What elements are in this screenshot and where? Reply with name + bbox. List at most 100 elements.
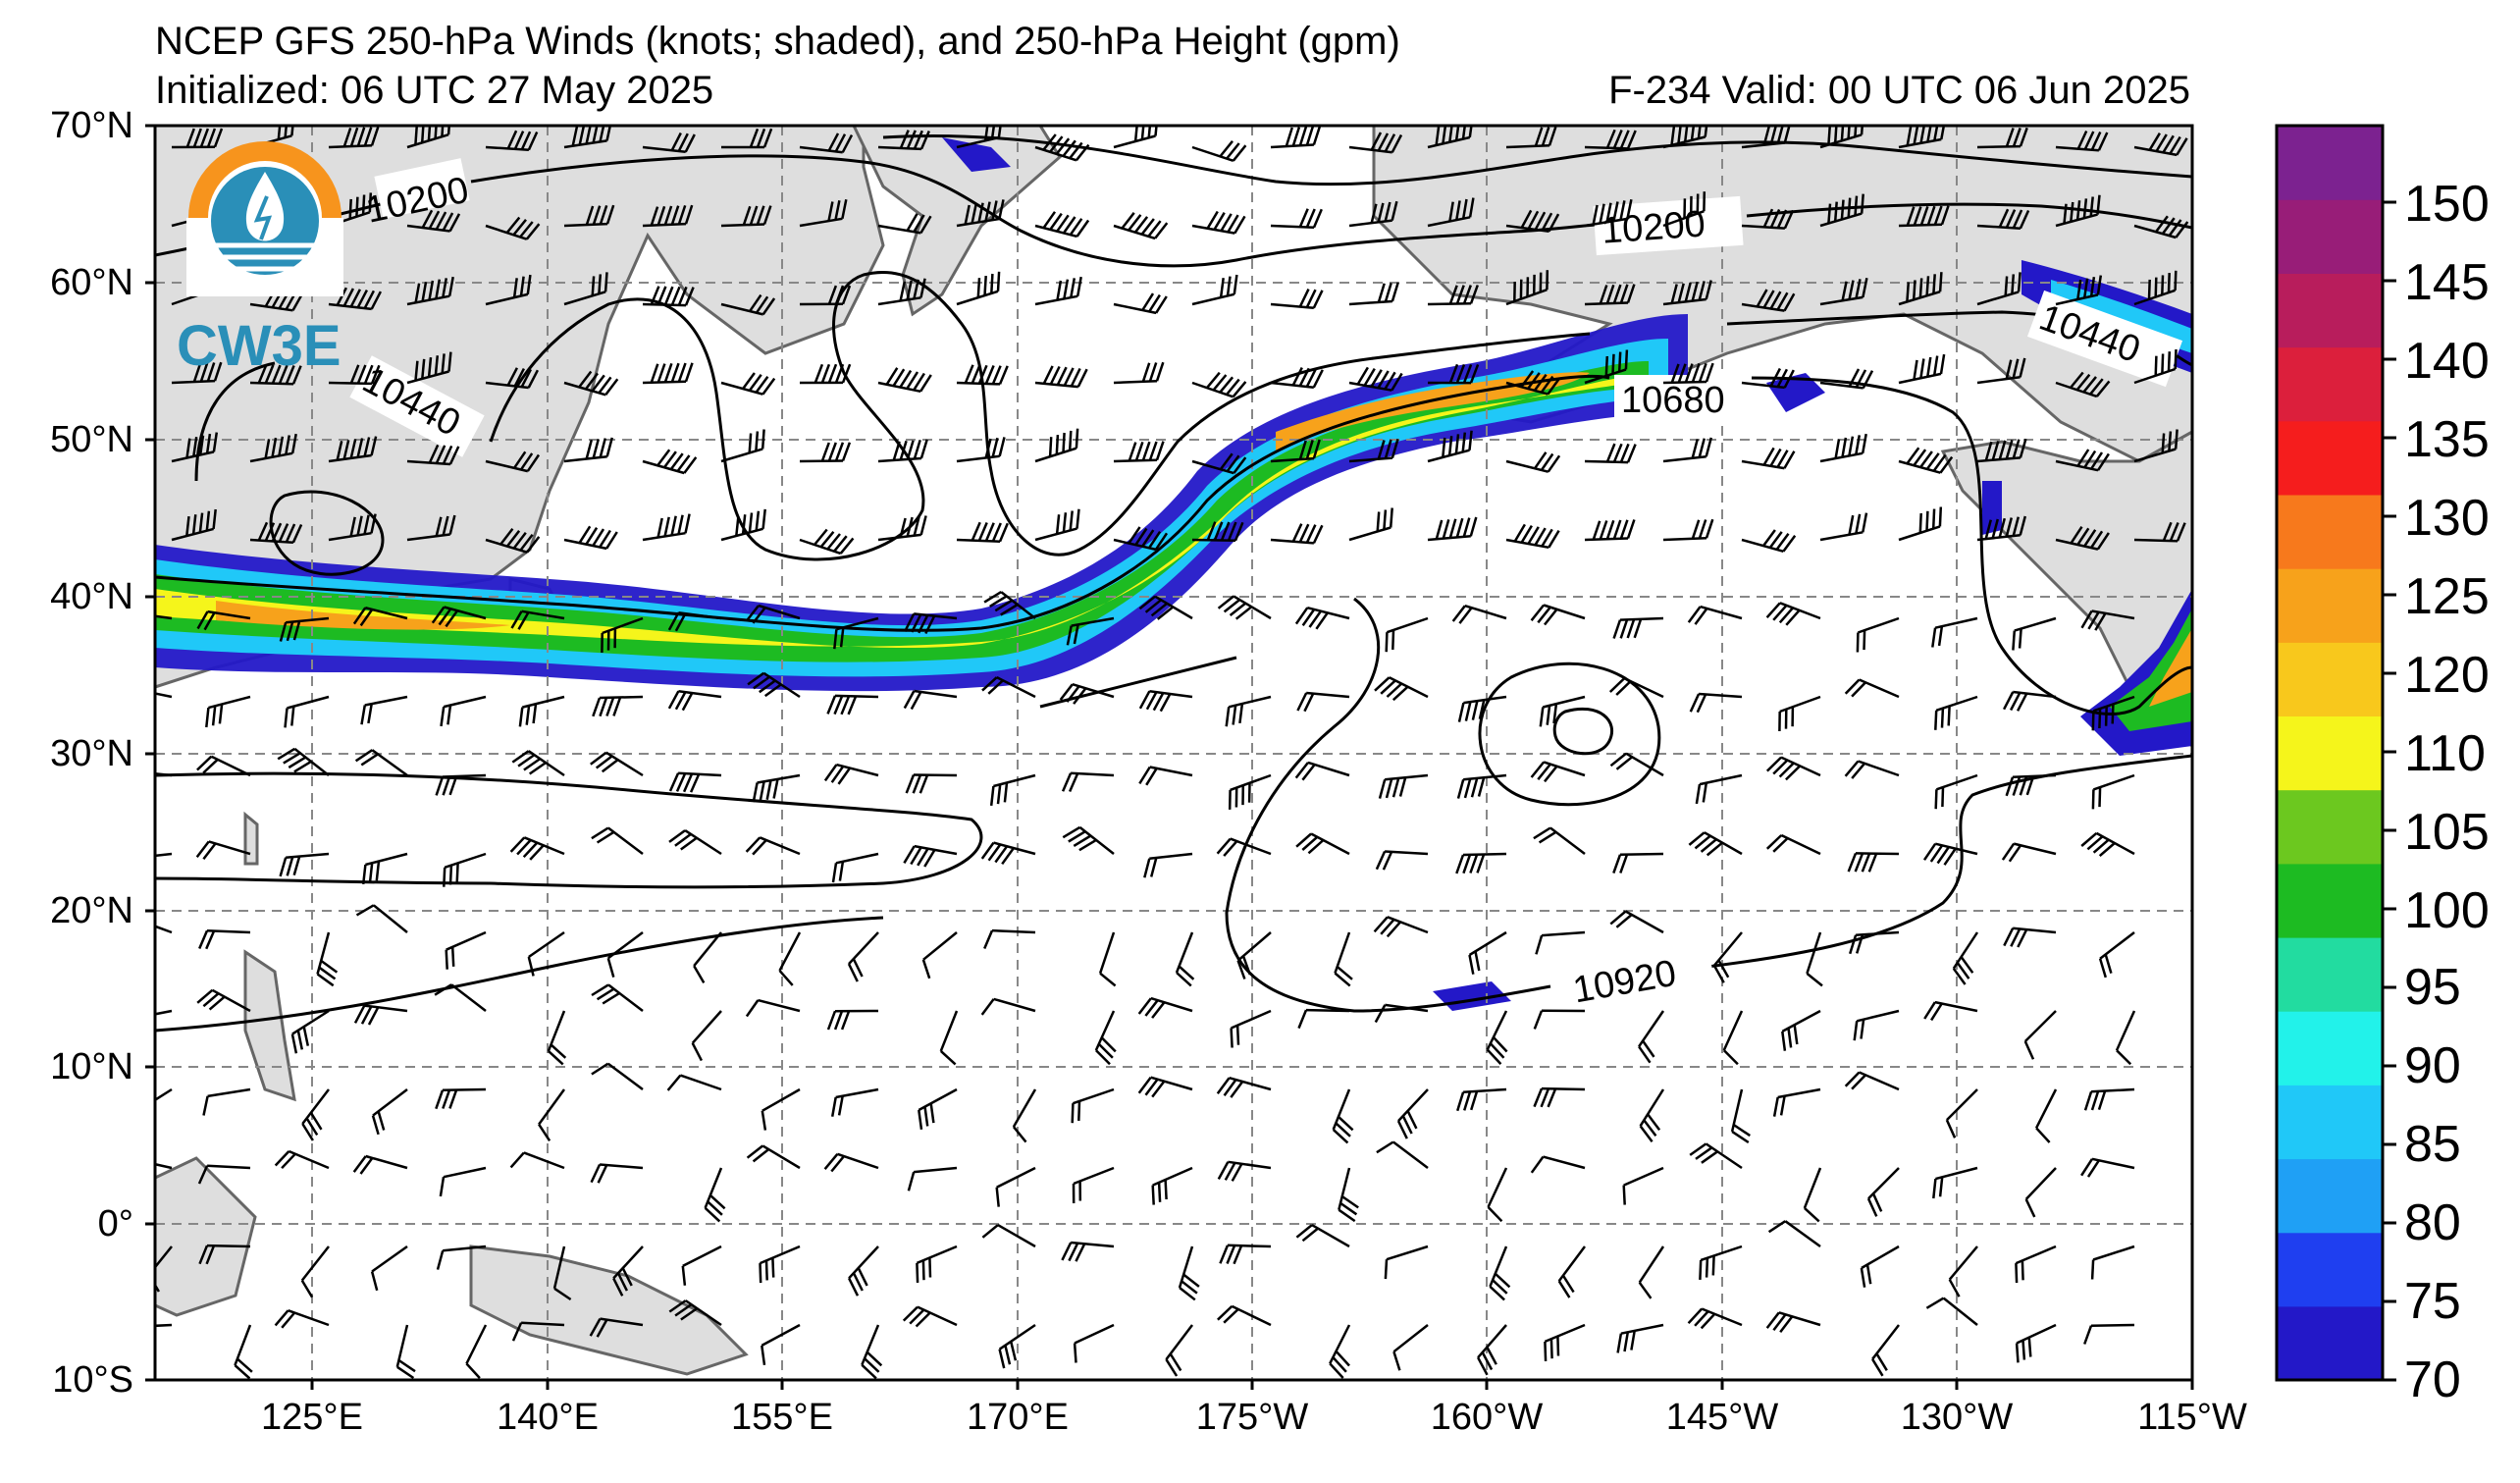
wind-barb: [1765, 756, 1821, 781]
wind-barb: [2083, 1323, 2135, 1345]
wind-barb: [2080, 609, 2135, 631]
wind-barb: [465, 1324, 488, 1379]
wind-barb: [1922, 842, 1978, 866]
wind-barb: [1722, 1010, 1744, 1066]
wind-barb: [2133, 215, 2189, 239]
land-new-guinea: [469, 1245, 749, 1376]
wind-barb: [445, 930, 487, 970]
wind-barb: [1034, 276, 1082, 306]
wind-barb: [1819, 278, 1868, 306]
colorbar-swatch: [2277, 1085, 2383, 1160]
contour-label-group: 10200 10440 10200 10440 10680 10920: [349, 158, 2183, 1014]
wind-barb: [956, 437, 1006, 463]
lon-label: 170°E: [967, 1397, 1069, 1438]
wind-barb: [171, 508, 217, 542]
wind-barb: [1476, 1324, 1507, 1376]
wind-barb: [1175, 931, 1195, 987]
wind-barb: [274, 1149, 330, 1170]
jet-patch-4: [1982, 481, 2002, 535]
wind-barb: [300, 1245, 330, 1298]
wind-barb: [956, 199, 1005, 228]
wind-barb: [353, 1004, 408, 1026]
wind-barb: [509, 836, 565, 861]
colorbar-swatch: [2277, 715, 2383, 791]
wind-barb: [370, 1245, 408, 1292]
wind-barb: [1191, 371, 1247, 398]
wind-barb: [1138, 766, 1193, 786]
wind-barb: [956, 521, 1009, 543]
jet-band-east-inner: [2110, 609, 2192, 731]
wind-barb: [2023, 1010, 2057, 1060]
wind-barb: [1236, 931, 1272, 980]
wind-barb: [563, 370, 619, 397]
wind-barb: [877, 213, 932, 235]
jet-band-85: [155, 339, 1668, 677]
wind-barb: [328, 513, 377, 542]
wind-barb: [195, 840, 251, 861]
wind-barb: [799, 528, 855, 556]
wind-barb: [2015, 1323, 2057, 1363]
water-drop-lightning-icon: [245, 172, 285, 241]
wind-barb: [980, 841, 1036, 866]
wind-barb: [1819, 368, 1874, 390]
wind-barb: [1622, 1166, 1664, 1205]
wind-barb: [1609, 910, 1664, 934]
wind-barb: [1976, 127, 2028, 149]
wind-barb: [592, 695, 644, 717]
wind-barb: [668, 1299, 722, 1327]
wind-barb: [1860, 1245, 1900, 1288]
wind-barb: [2002, 690, 2057, 712]
colorbar-swatch: [2277, 420, 2383, 496]
wind-barb: [1741, 367, 1795, 390]
wind-barb: [1871, 1324, 1900, 1377]
wind-barb: [1137, 996, 1193, 1019]
wind-barb: [998, 1323, 1036, 1369]
wind-barb: [2133, 429, 2179, 463]
wind-barb: [956, 364, 1009, 386]
wind-barb: [1219, 1244, 1272, 1265]
land-borneo: [155, 1156, 257, 1317]
wind-barb: [328, 126, 380, 149]
wind-barb: [485, 450, 541, 473]
contour-label: 10680: [1621, 380, 1725, 421]
wind-barb: [904, 612, 958, 635]
wind-barb: [1034, 428, 1079, 463]
wind-barb: [328, 436, 378, 463]
wind-barb: [279, 852, 330, 877]
wind-barb: [1819, 193, 1864, 228]
wind-barb: [1270, 523, 1324, 545]
wind-barb: [1138, 689, 1193, 713]
wind-barb: [155, 772, 173, 777]
wind-barb: [1505, 370, 1561, 396]
wind-barb: [642, 362, 694, 385]
lat-label: 70°N: [50, 105, 133, 146]
wind-barb: [2055, 275, 2103, 306]
wind-barb: [2055, 526, 2110, 551]
colorbar-tick-label: 90: [2404, 1037, 2461, 1094]
lon-label: 155°E: [731, 1397, 833, 1438]
wind-barb: [1662, 280, 1712, 306]
wind-barb: [2115, 1010, 2136, 1066]
wind-barb: [1934, 773, 1978, 810]
colorbar-swatch: [2277, 1158, 2383, 1234]
wind-barb: [196, 988, 251, 1013]
wind-barb: [2091, 773, 2135, 810]
wind-barb: [1427, 363, 1480, 385]
logo-text: CW3E: [177, 314, 341, 378]
colorbar-swatch: [2277, 568, 2383, 643]
wind-barb: [1487, 1167, 1508, 1223]
wind-barb: [2090, 1245, 2135, 1280]
wind-barb: [1348, 366, 1403, 392]
wind-barb: [1923, 1000, 1978, 1022]
wind-barb: [823, 763, 879, 785]
wind-barb: [1772, 1087, 1821, 1117]
colorbar-tick-label: 120: [2404, 647, 2490, 704]
wind-barb: [406, 351, 452, 385]
wind-barb: [1819, 512, 1868, 542]
wind-barb: [902, 1305, 958, 1328]
wind-barb: [612, 1245, 644, 1297]
wind-barb: [1609, 752, 1664, 777]
wind-barb: [1533, 1009, 1586, 1030]
lon-label: 145°W: [1665, 1397, 1779, 1438]
wind-barb: [1505, 127, 1557, 149]
